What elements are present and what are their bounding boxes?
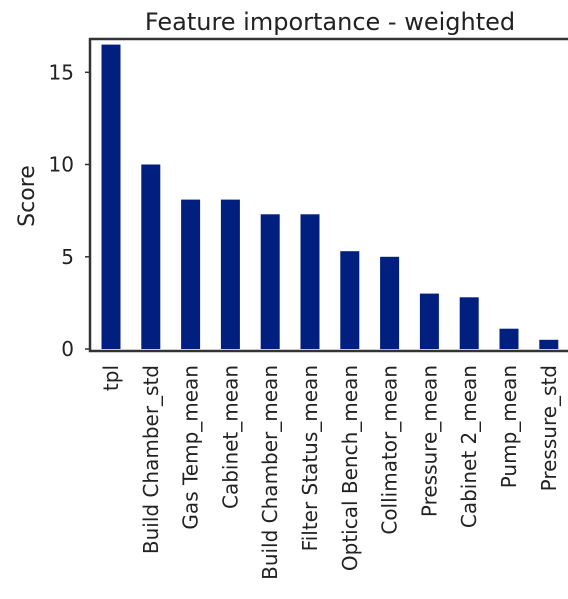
bar-cabinet-mean <box>220 199 240 349</box>
y-tick-label: 15 <box>49 60 74 84</box>
x-ticks-group: tpl Build Chamber_std Gas Temp_mean Cabinet… <box>99 365 561 580</box>
x-tick-label: Cabinet_mean <box>218 365 242 509</box>
x-tick-label: tpl <box>99 365 123 391</box>
bar-pump-mean <box>499 328 519 349</box>
bar-filter-status-mean <box>300 214 320 349</box>
bar-tpl <box>101 44 121 349</box>
x-tick-label: Pressure_mean <box>417 365 441 517</box>
y-ticks-group: 0 5 10 15 <box>49 60 90 361</box>
bar-pressure-std <box>539 339 559 349</box>
bars-group <box>101 44 559 350</box>
x-tick-label: Pump_mean <box>497 365 521 488</box>
x-tick-label: Collimator_mean <box>378 365 402 535</box>
x-tick-label: Gas Temp_mean <box>179 365 203 530</box>
plot-frame <box>88 37 568 353</box>
chart-title: Feature importance - weighted <box>145 8 515 36</box>
bar-collimator-mean <box>380 256 400 350</box>
y-tick-label: 10 <box>49 153 74 177</box>
x-tick-label: Optical Bench_mean <box>338 365 362 571</box>
x-tick-label: Build Chamber_mean <box>258 365 282 580</box>
bar-pressure-mean <box>419 293 439 349</box>
x-tick-label: Build Chamber_std <box>139 365 163 554</box>
bar-build-chamber-mean <box>260 214 280 349</box>
x-tick-label: Filter Status_mean <box>298 365 322 551</box>
bar-optical-bench-mean <box>340 251 360 349</box>
y-tick-label: 0 <box>61 337 74 361</box>
bar-cabinet-2-mean <box>459 297 479 349</box>
x-tick-label: Cabinet 2_mean <box>457 365 481 528</box>
x-tick-label: Pressure_std <box>537 365 561 491</box>
bar-build-chamber-std <box>141 164 161 349</box>
bar-gas-temp-mean <box>181 199 201 349</box>
y-axis-label: Score <box>15 165 40 227</box>
y-tick-label: 5 <box>61 245 74 269</box>
